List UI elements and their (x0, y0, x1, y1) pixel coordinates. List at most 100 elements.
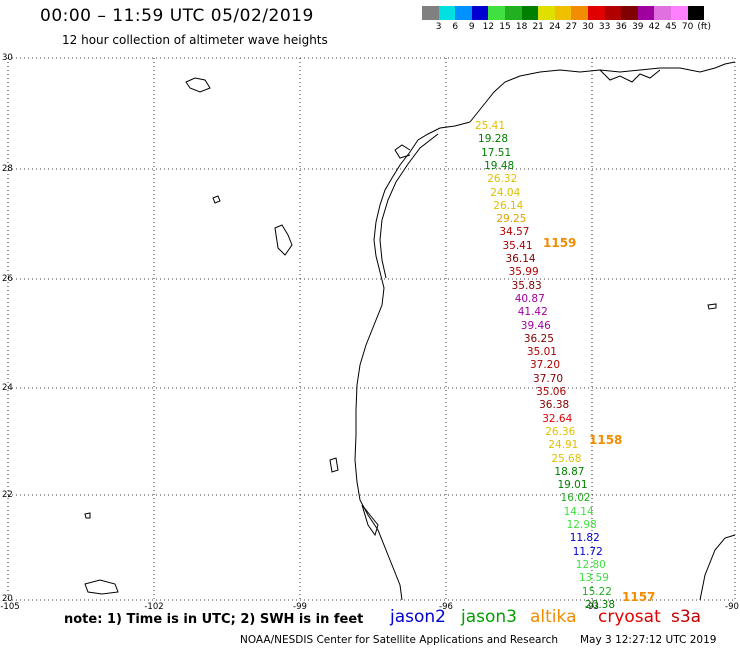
colorbar-label: 39 (632, 22, 644, 32)
wave-height-value: 19.28 (478, 133, 509, 146)
islet-c (84, 512, 91, 519)
barrier-island (379, 133, 439, 279)
wave-height-value: 17.51 (481, 146, 512, 159)
colorbar-label: 3 (435, 22, 442, 32)
colorbar-swatch (604, 6, 622, 20)
colorbar-label: 18 (515, 22, 528, 32)
legend-jason2: jason2 (390, 607, 446, 627)
colorbar-swatch (654, 6, 671, 20)
colorbar-label: (ft) (697, 22, 711, 32)
coastline-east (469, 61, 736, 123)
colorbar-label: 6 (452, 22, 459, 32)
wave-height-value: 36.38 (539, 399, 570, 412)
colorbar-label: 15 (499, 22, 511, 32)
colorbar-swatch (471, 6, 489, 20)
bay-inlet (394, 144, 411, 159)
colorbar-label: 33 (598, 22, 611, 32)
lat-label: 22 (2, 490, 13, 500)
wave-height-value: 26.14 (493, 199, 524, 212)
pass-time-label: 1157 (622, 590, 656, 604)
lon-label: -93 (585, 602, 599, 612)
lat-label: 30 (2, 53, 13, 63)
colorbar-label: 21 (532, 22, 544, 32)
footer-credit: NOAA/NESDIS Center for Satellite Applica… (240, 634, 558, 646)
wave-height-value: 11.72 (572, 545, 603, 558)
wave-height-value: 36.14 (505, 253, 536, 265)
wave-height-value: 20.38 (584, 598, 616, 611)
lat-label: 24 (2, 383, 13, 393)
lon-label: -99 (293, 602, 307, 612)
colorbar-label: 36 (615, 22, 627, 32)
legend-s3a: s3a (671, 607, 702, 627)
wave-height-value: 35.01 (526, 346, 557, 359)
wave-height-value: 37.20 (529, 359, 561, 372)
colorbar-swatch (571, 6, 588, 20)
pass-time-label: 1159 (543, 236, 577, 250)
wave-height-value: 13.59 (578, 572, 609, 585)
footer-timestamp: May 3 12:27:12 UTC 2019 (580, 634, 717, 646)
colorbar-swatch (488, 6, 505, 20)
island-northwest (185, 77, 211, 93)
colorbar-swatch (554, 6, 572, 20)
wave-height-value: 12.80 (575, 558, 606, 571)
wave-height-value: 35.41 (502, 239, 533, 252)
map-subtitle: 12 hour collection of altimeter wave hei… (62, 33, 328, 47)
lon-label: -96 (439, 602, 453, 612)
yucatan-coast (699, 534, 736, 601)
colorbar-swatch (438, 6, 456, 20)
pass-time-label: 1158 (589, 433, 623, 447)
wave-height-value: 41.42 (517, 306, 548, 319)
legend-altika: altika (530, 607, 577, 627)
map-title: 00:00 – 11:59 UTC 05/02/2019 (40, 6, 314, 26)
lon-label: -90 (725, 602, 739, 612)
colorbar-label: 24 (549, 22, 561, 32)
delta-lobe (599, 69, 661, 83)
units-note: note: 1) Time is in UTC; 2) SWH is in fe… (64, 612, 364, 627)
lat-lon-grid (7, 57, 736, 601)
colorbar-label: 30 (582, 22, 594, 32)
wave-height-value: 11.82 (569, 532, 600, 545)
wave-height-value: 32.64 (542, 412, 573, 425)
lat-label: 28 (2, 164, 13, 174)
colorbar-label: 70 (681, 22, 694, 32)
wave-height-value: 15.22 (581, 585, 612, 598)
colorbar-swatch (687, 6, 705, 20)
wave-height-value: 37.70 (533, 372, 564, 385)
wave-height-value: 19.48 (484, 159, 515, 172)
lon-label: -105 (0, 602, 20, 612)
colorbar-label: 42 (648, 22, 661, 32)
islet-d (707, 303, 717, 310)
colorbar-swatch (504, 6, 522, 20)
wave-height-colorbar (422, 6, 705, 20)
wave-height-value: 18.87 (554, 465, 585, 478)
wave-height-value: 26.36 (545, 425, 576, 438)
wave-height-value: 25.68 (551, 452, 582, 465)
colorbar-label: 9 (468, 22, 475, 32)
colorbar-swatch (422, 6, 439, 20)
wave-height-value: 34.57 (499, 226, 530, 239)
islet-a (212, 195, 221, 204)
wave-height-value: 24.91 (548, 439, 579, 452)
wave-height-value: 35.99 (508, 266, 539, 279)
lat-label: 26 (2, 274, 13, 284)
wave-height-value: 39.46 (520, 319, 551, 332)
colorbar-swatch (521, 6, 539, 20)
wave-height-value: 19.01 (557, 479, 588, 492)
wave-height-value: 40.87 (514, 292, 545, 305)
colorbar-swatch (670, 6, 688, 20)
colorbar-label: 45 (665, 22, 677, 32)
islet-b (329, 457, 339, 473)
colorbar-label: 27 (565, 22, 578, 32)
gulf-coast (354, 121, 471, 601)
legend-cryosat: cryosat (598, 607, 661, 627)
lat-label: 20 (2, 594, 13, 604)
wave-height-value: 14.14 (563, 505, 594, 518)
wave-height-value: 29.25 (496, 213, 527, 226)
lon-label: -102 (144, 602, 164, 612)
island-west-a (274, 224, 293, 256)
wave-height-value: 35.06 (536, 386, 567, 398)
wave-height-value: 35.83 (511, 279, 542, 292)
coastline (84, 61, 736, 601)
wave-height-value: 12.98 (566, 519, 597, 531)
colorbar-swatch (538, 6, 555, 20)
